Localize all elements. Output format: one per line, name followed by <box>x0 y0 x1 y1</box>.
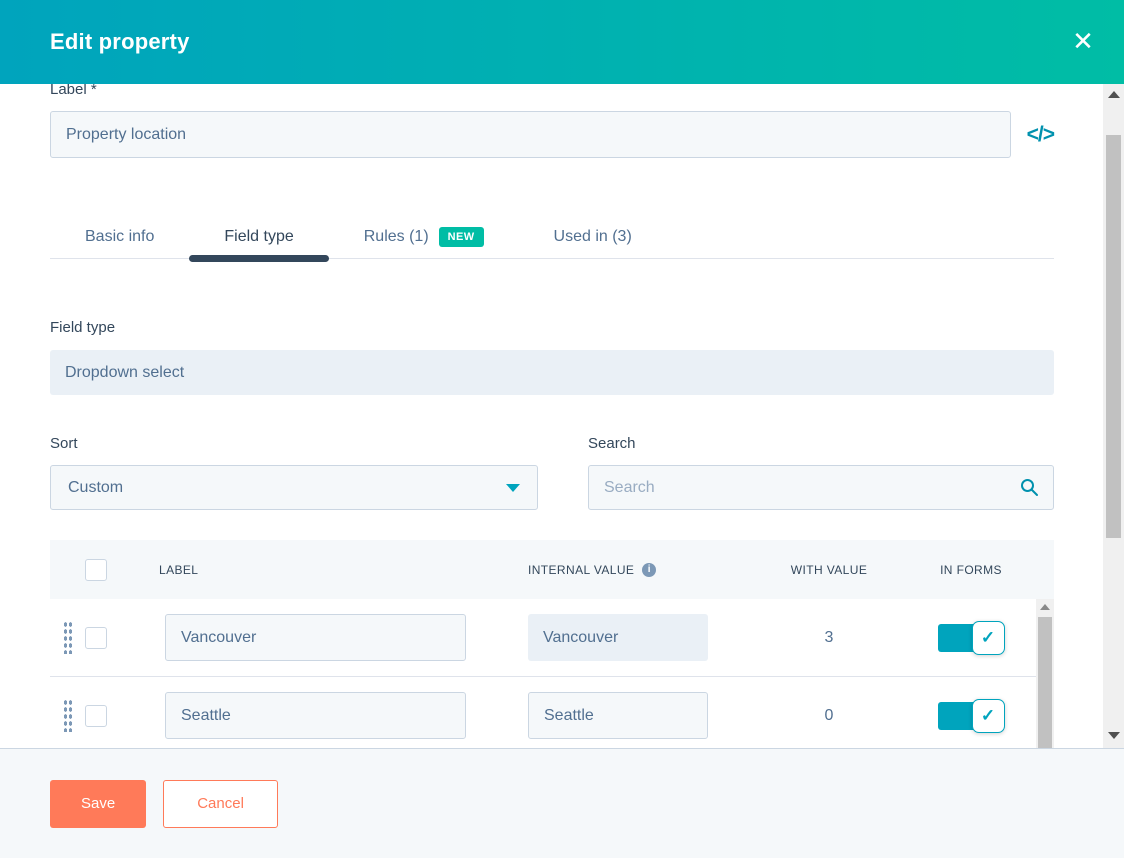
column-header-label: LABEL <box>159 562 199 577</box>
info-icon[interactable]: i <box>642 562 657 577</box>
cancel-button[interactable]: Cancel <box>163 779 278 828</box>
tab-bar: Basic info Field type Rules (1) NEW Used… <box>50 215 1054 262</box>
label-field-label: Label * <box>50 84 97 98</box>
modal-footer: Save Cancel <box>0 748 1124 858</box>
check-icon: ✓ <box>980 627 996 647</box>
tab-rules[interactable]: Rules (1) NEW <box>329 215 519 258</box>
tab-used-in[interactable]: Used in (3) <box>553 227 632 245</box>
search-icon[interactable] <box>1019 477 1039 502</box>
table-scrollbar <box>1036 599 1054 748</box>
search-label: Search <box>588 435 636 452</box>
modal-body: Label * </> Basic info Field type Rules … <box>0 84 1124 748</box>
column-header-internal-value: INTERNAL VALUE i <box>528 562 708 577</box>
property-label-input[interactable] <box>50 111 1011 158</box>
option-internal-value-input[interactable] <box>528 692 708 739</box>
tab-field-type[interactable]: Field type <box>189 215 330 262</box>
code-icon[interactable]: </> <box>1026 122 1055 146</box>
toggle-thumb: ✓ <box>971 698 1005 733</box>
field-type-value: Dropdown select <box>50 350 1054 395</box>
modal-header: Edit property ✕ <box>0 0 1124 84</box>
save-button[interactable]: Save <box>50 779 147 828</box>
label-field-row: </> <box>50 111 1055 158</box>
sort-select[interactable]: Custom <box>50 465 538 510</box>
table-header-row: LABEL INTERNAL VALUE i WITH VALUE IN FOR… <box>50 540 1054 599</box>
column-header-with-value: WITH VALUE <box>790 562 868 577</box>
scroll-up-icon[interactable] <box>1103 84 1124 104</box>
select-all-checkbox[interactable] <box>85 558 107 581</box>
modal-scrollbar <box>1103 84 1124 748</box>
option-label-input[interactable] <box>165 614 466 661</box>
drag-handle-icon[interactable] <box>63 621 73 654</box>
scroll-down-icon[interactable] <box>1103 725 1124 745</box>
scrollbar-thumb[interactable] <box>1106 135 1121 538</box>
option-label-input[interactable] <box>165 692 466 739</box>
sort-label: Sort <box>50 435 78 452</box>
options-table: LABEL INTERNAL VALUE i WITH VALUE IN FOR… <box>50 540 1054 748</box>
toggle-thumb: ✓ <box>971 620 1005 655</box>
with-value-count: 0 <box>824 706 834 724</box>
chevron-down-icon <box>506 483 520 492</box>
option-internal-value: Vancouver <box>528 614 708 661</box>
table-row: Vancouver 3 ✓ <box>50 599 1054 677</box>
close-icon[interactable]: ✕ <box>1068 26 1098 56</box>
modal-title: Edit property <box>50 29 190 54</box>
table-scrollbar-thumb[interactable] <box>1038 617 1052 748</box>
field-type-label: Field type <box>50 319 116 336</box>
table-body: Vancouver 3 ✓ 0 <box>50 599 1054 748</box>
row-checkbox[interactable] <box>85 626 107 649</box>
table-row: 0 ✓ <box>50 677 1054 748</box>
in-forms-toggle[interactable]: ✓ <box>937 620 1005 655</box>
row-checkbox[interactable] <box>85 704 107 727</box>
table-scroll-up-icon[interactable] <box>1036 599 1054 615</box>
search-input[interactable] <box>588 465 1054 510</box>
tab-basic-info[interactable]: Basic info <box>85 227 155 245</box>
with-value-count: 3 <box>824 628 834 646</box>
in-forms-toggle[interactable]: ✓ <box>937 698 1005 733</box>
drag-handle-icon[interactable] <box>63 699 73 732</box>
new-badge: NEW <box>438 226 484 247</box>
check-icon: ✓ <box>980 705 996 725</box>
column-header-in-forms: IN FORMS <box>940 562 1002 577</box>
